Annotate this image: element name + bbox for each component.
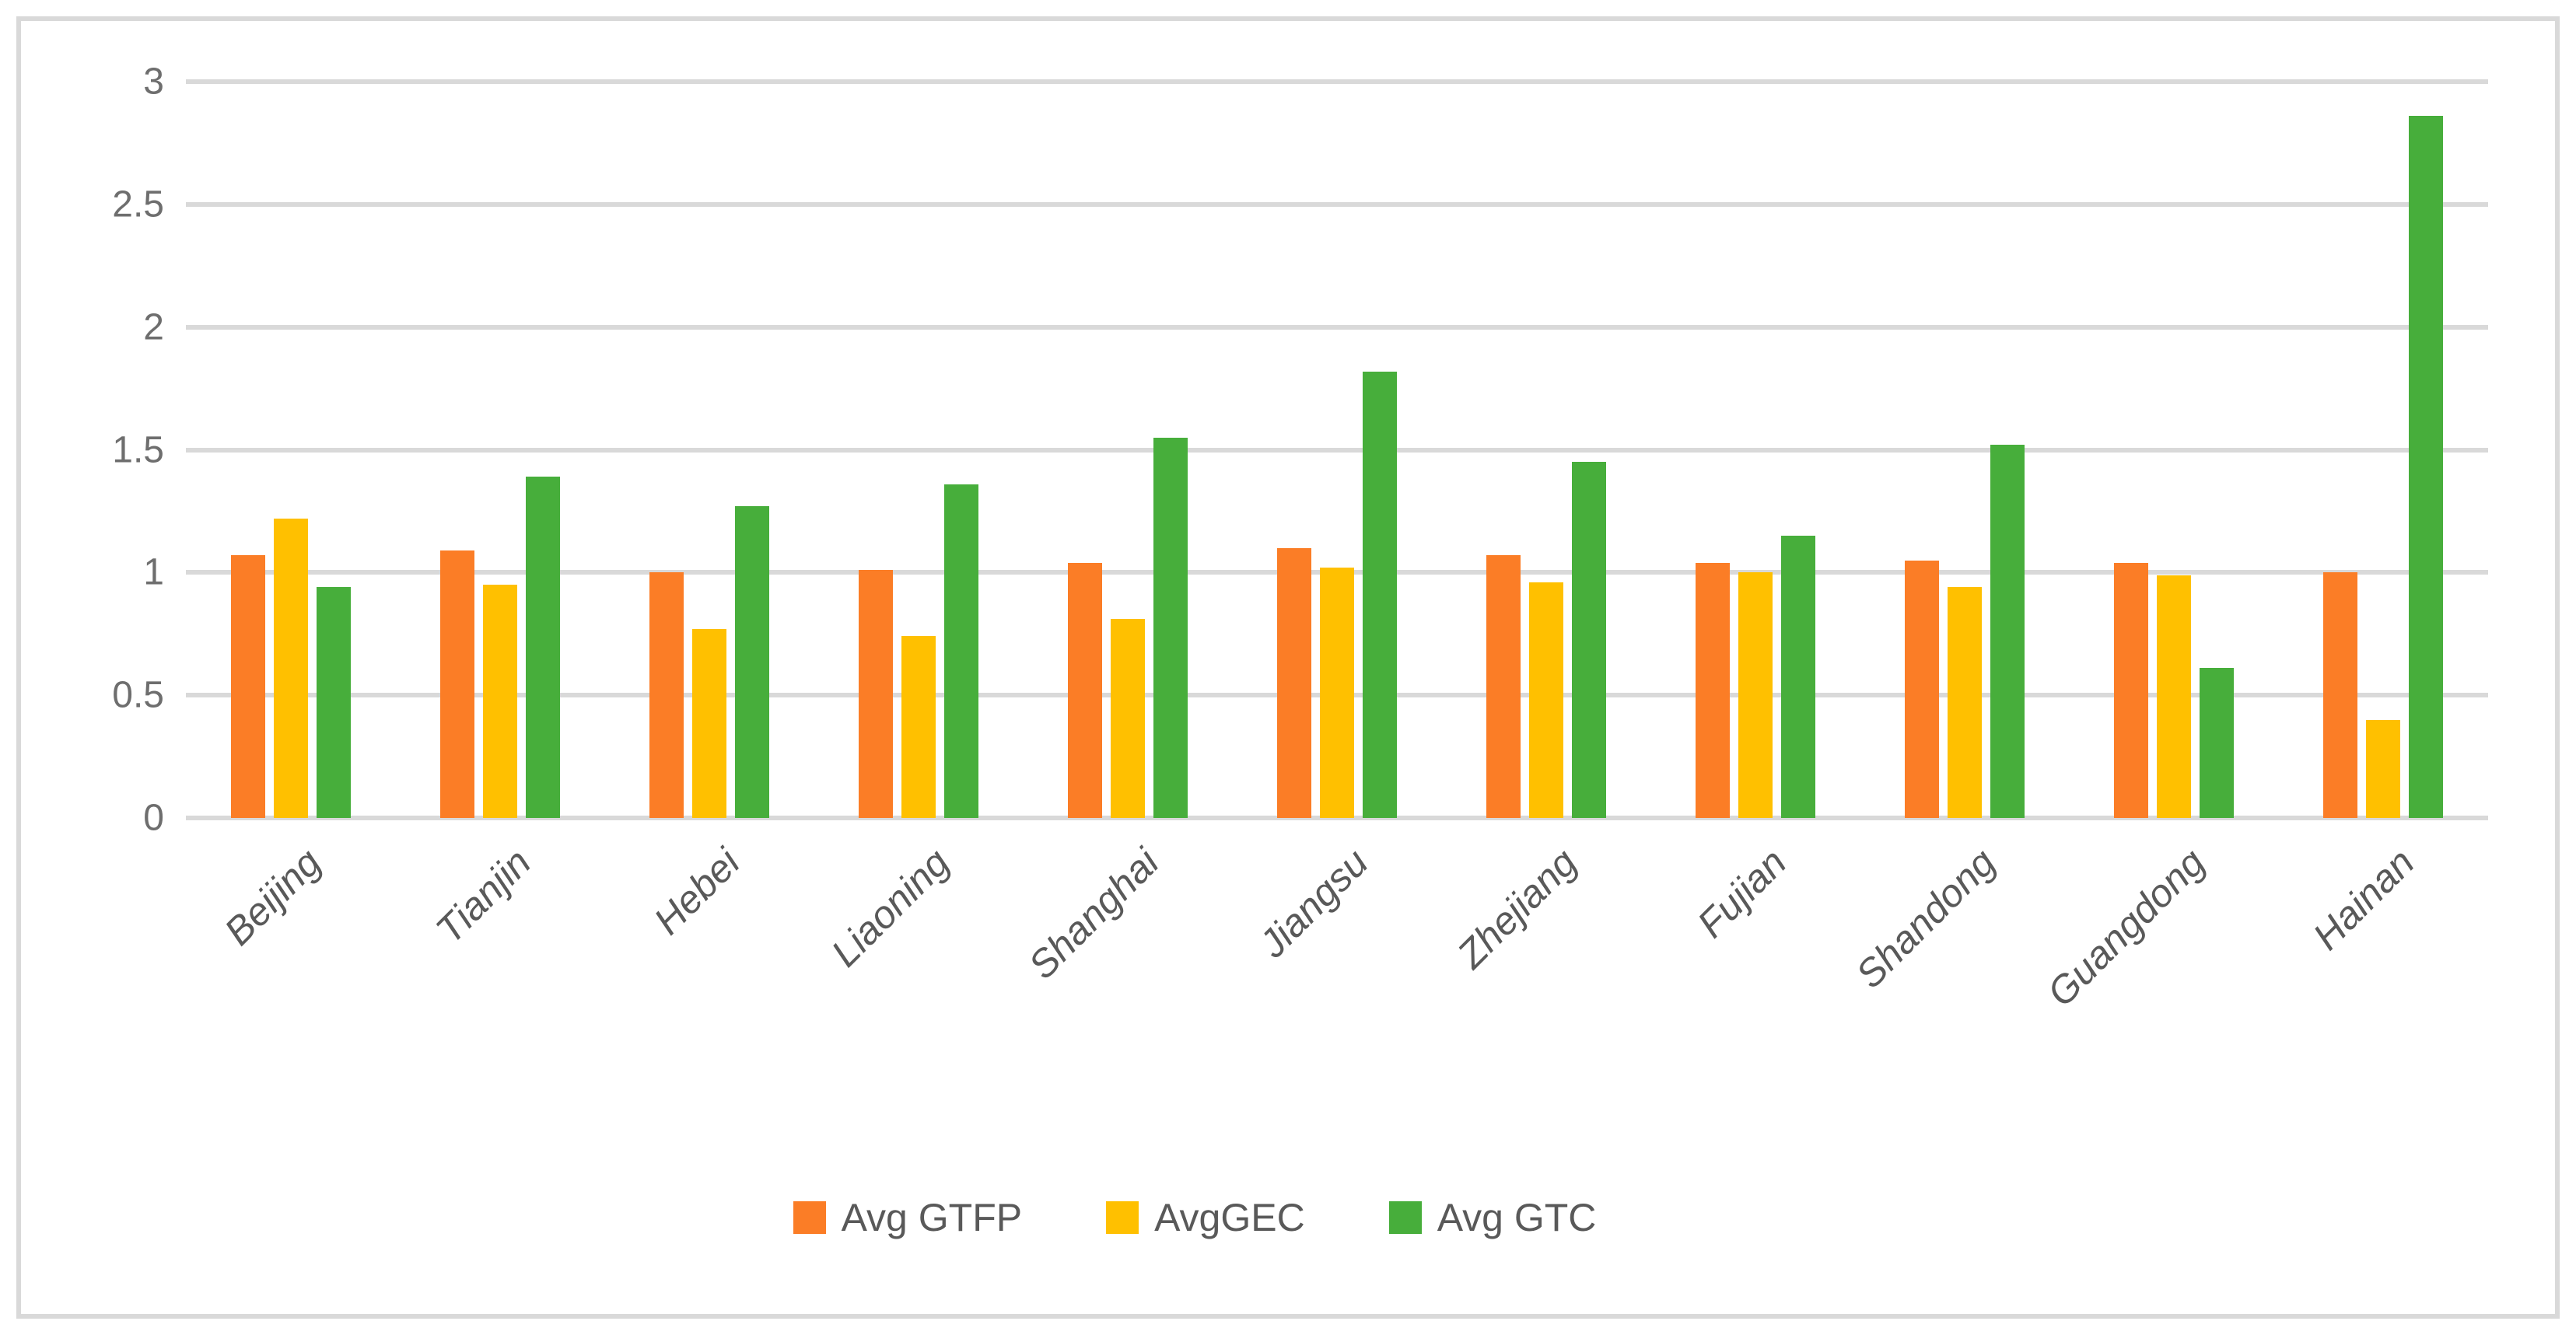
bar-group-jiangsu — [1232, 82, 1441, 818]
bar-avg-gtc-shanghai — [1153, 437, 1188, 818]
x-category-label-liaoning: Liaoning — [822, 840, 958, 975]
plot-area — [186, 79, 2488, 820]
bar-groups — [186, 82, 2488, 818]
bar-avg-gtfp-hebei — [649, 572, 684, 818]
y-axis-tick-labels: 0 0.5 1 1.5 2 2.5 3 — [21, 61, 164, 839]
bar-avggec-liaoning — [901, 636, 936, 818]
y-tick-label: 0.5 — [112, 674, 164, 716]
bar-group-shanghai — [1023, 82, 1232, 818]
bar-avg-gtc-shandong — [1990, 445, 2025, 818]
legend-item-avg-gtc: Avg GTC — [1388, 1195, 1597, 1240]
bar-avggec-zhejiang — [1529, 582, 1564, 818]
y-tick-label: 2 — [143, 306, 164, 348]
bar-avg-gtfp-beijing — [230, 555, 265, 818]
bar-avggec-hebei — [691, 628, 726, 818]
bar-avg-gtfp-fujian — [1696, 562, 1731, 818]
legend-color-swatch — [1106, 1201, 1139, 1234]
y-tick-label: 1 — [143, 551, 164, 593]
bar-avggec-beijing — [273, 518, 308, 818]
bar-group-beijing — [186, 82, 395, 818]
legend-color-swatch — [793, 1201, 826, 1234]
bar-avg-gtfp-jiangsu — [1277, 547, 1312, 818]
y-tick-label: 1.5 — [112, 429, 164, 470]
bar-group-guangdong — [2070, 82, 2279, 818]
bar-group-hainan — [2279, 82, 2488, 818]
bar-avggec-hainan — [2366, 719, 2401, 818]
chart-figure-border: 0 0.5 1 1.5 2 2.5 3 Beijing Tianjin Hebei Liaonin… — [16, 16, 2560, 1319]
x-axis-category-labels: Beijing Tianjin Hebei Liaoning Shanghai Jiang… — [186, 818, 2488, 1152]
legend-item-avggec: AvgGEC — [1106, 1195, 1305, 1240]
bar-group-zhejiang — [1442, 82, 1651, 818]
y-tick-label: 2.5 — [112, 183, 164, 225]
bar-avg-gtfp-tianjin — [439, 550, 474, 818]
y-tick-label: 0 — [143, 797, 164, 839]
x-category-label-hainan: Hainan — [2305, 840, 2423, 959]
bar-avg-gtc-zhejiang — [1572, 462, 1607, 818]
bar-avg-gtfp-hainan — [2323, 572, 2358, 818]
legend-label: AvgGEC — [1154, 1196, 1305, 1239]
bar-avg-gtfp-shanghai — [1067, 562, 1102, 818]
bar-avggec-tianjin — [482, 585, 517, 818]
gridline-y-3 — [186, 79, 2488, 84]
bar-avg-gtfp-guangdong — [2114, 562, 2149, 818]
bar-avg-gtc-guangdong — [2200, 668, 2235, 818]
x-category-label-jiangsu: Jiangsu — [1250, 840, 1377, 966]
y-tick-label: 3 — [143, 61, 164, 103]
legend-color-swatch — [1388, 1201, 1422, 1234]
bar-avg-gtc-liaoning — [943, 484, 978, 818]
bar-group-liaoning — [814, 82, 1023, 818]
legend: Avg GTFP AvgGEC Avg GTC — [0, 1195, 2462, 1240]
bar-group-fujian — [1651, 82, 1860, 818]
legend-item-avg-gtfp: Avg GTFP — [793, 1195, 1022, 1240]
bar-avg-gtc-hebei — [734, 506, 769, 818]
bar-avg-gtc-jiangsu — [1363, 371, 1398, 818]
bar-avg-gtc-hainan — [2409, 116, 2444, 818]
bar-avggec-guangdong — [2157, 575, 2192, 818]
bar-group-tianjin — [395, 82, 604, 818]
bar-avggec-jiangsu — [1320, 568, 1355, 818]
x-category-label-shandong: Shandong — [1847, 840, 2004, 997]
bar-avg-gtc-fujian — [1781, 535, 1816, 818]
x-category-label-guangdong: Guangdong — [2039, 840, 2214, 1015]
x-category-label-tianjin: Tianjin — [427, 840, 539, 952]
x-category-label-hebei: Hebei — [646, 840, 749, 943]
gridline-y-2.5 — [186, 201, 2488, 207]
gridline-y-2 — [186, 324, 2488, 330]
bar-avggec-shandong — [1948, 587, 1983, 818]
legend-label: Avg GTC — [1437, 1196, 1597, 1239]
bar-group-hebei — [604, 82, 814, 818]
x-category-label-zhejiang: Zhejiang — [1449, 840, 1586, 977]
bar-avg-gtfp-liaoning — [858, 570, 893, 818]
bar-avg-gtc-tianjin — [525, 477, 560, 818]
bar-avg-gtc-beijing — [316, 587, 351, 818]
x-category-label-beijing: Beijing — [216, 840, 330, 954]
bar-avggec-fujian — [1738, 572, 1773, 818]
x-category-label-fujian: Fujian — [1689, 840, 1795, 946]
gridline-y-0 — [186, 816, 2488, 820]
bar-group-shandong — [1860, 82, 2070, 818]
bar-avg-gtfp-zhejiang — [1486, 555, 1521, 818]
gridline-y-1.5 — [186, 447, 2488, 453]
bar-avg-gtfp-shandong — [1905, 560, 1940, 818]
legend-label: Avg GTFP — [841, 1196, 1023, 1239]
x-category-label-shanghai: Shanghai — [1020, 840, 1167, 987]
bar-avggec-shanghai — [1110, 619, 1145, 818]
